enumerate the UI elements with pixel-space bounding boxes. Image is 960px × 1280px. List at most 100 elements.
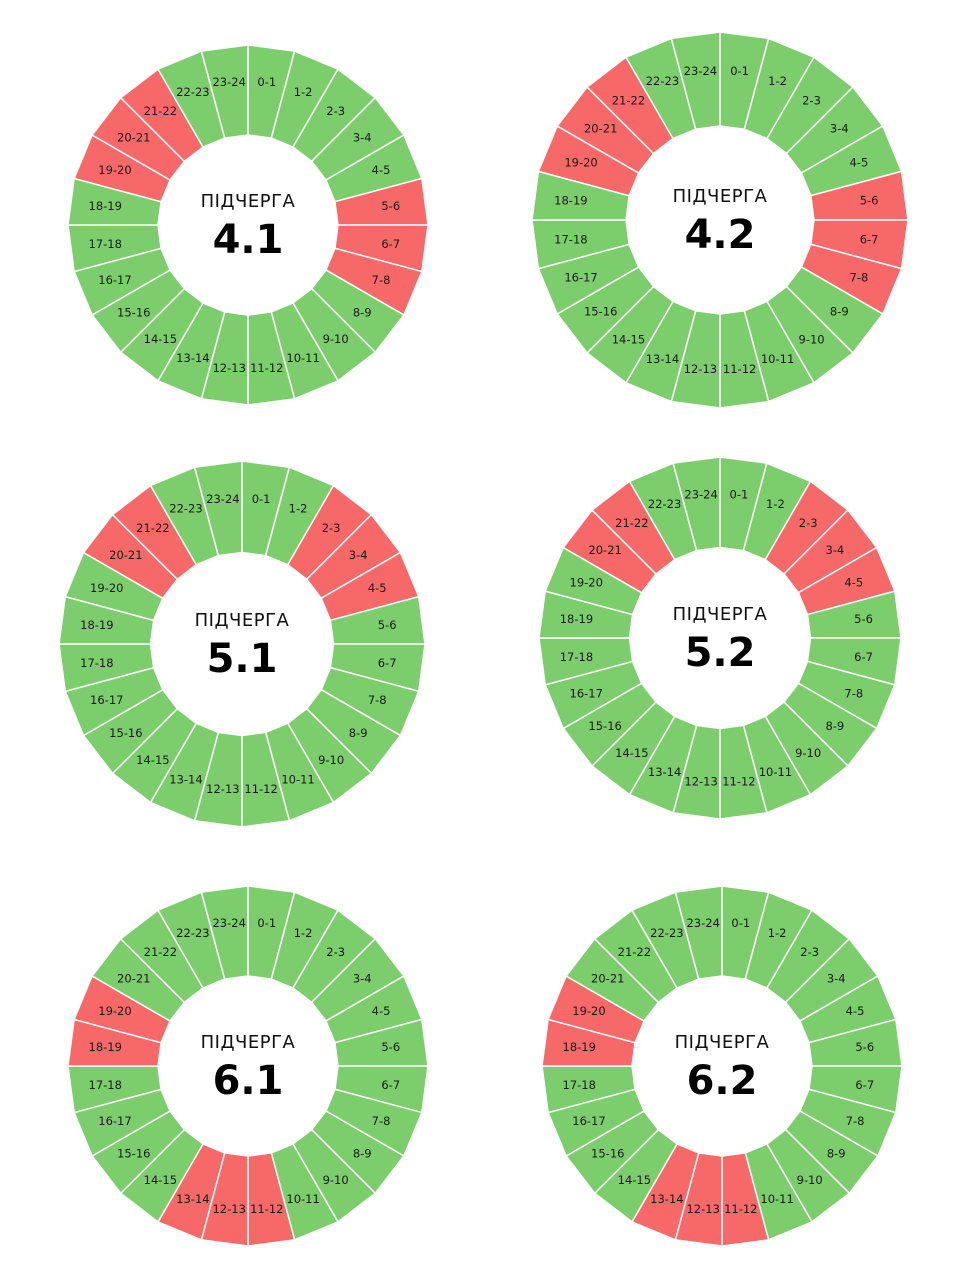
segment-label: 3-4 bbox=[353, 130, 372, 144]
segment-label: 14-15 bbox=[618, 1173, 651, 1187]
segment-label: 23-24 bbox=[686, 916, 719, 930]
segment-label: 16-17 bbox=[564, 271, 597, 285]
segment-label: 2-3 bbox=[326, 104, 345, 118]
segment-label: 5-6 bbox=[855, 1040, 874, 1054]
segment-label: 7-8 bbox=[372, 1114, 391, 1128]
segment-label: 23-24 bbox=[212, 75, 245, 89]
segment-label: 21-22 bbox=[615, 516, 648, 530]
segment-label: 2-3 bbox=[800, 945, 819, 959]
segment-label: 22-23 bbox=[648, 497, 681, 511]
segment-label: 5-6 bbox=[381, 199, 400, 213]
chart-title: ПІДЧЕРГА bbox=[201, 1032, 296, 1053]
chart-title: ПІДЧЕРГА bbox=[675, 1032, 770, 1053]
segment-label: 18-19 bbox=[89, 1040, 122, 1054]
segment-label: 17-18 bbox=[554, 233, 587, 247]
segment-label: 8-9 bbox=[830, 305, 849, 319]
segment-label: 4-5 bbox=[368, 581, 387, 595]
segment-label: 6-7 bbox=[860, 233, 879, 247]
segment-label: 7-8 bbox=[368, 693, 387, 707]
segment-label: 9-10 bbox=[323, 332, 349, 346]
segment-label: 20-21 bbox=[584, 121, 617, 135]
segment-label: 6-7 bbox=[854, 650, 873, 664]
segment-label: 9-10 bbox=[323, 1173, 349, 1187]
segment-label: 5-6 bbox=[378, 618, 397, 632]
segment-label: 19-20 bbox=[98, 163, 131, 177]
segment-label: 4-5 bbox=[844, 576, 863, 590]
segment-23-24-on bbox=[674, 885, 723, 980]
segment-label: 19-20 bbox=[90, 581, 123, 595]
segment-label: 1-2 bbox=[766, 497, 785, 511]
segment-label: 17-18 bbox=[89, 237, 122, 251]
segment-label: 18-19 bbox=[89, 199, 122, 213]
segment-label: 7-8 bbox=[844, 686, 863, 700]
segment-label: 12-13 bbox=[684, 362, 717, 376]
segment-label: 21-22 bbox=[618, 945, 651, 959]
segment-label: 21-22 bbox=[144, 945, 177, 959]
segment-label: 8-9 bbox=[827, 1147, 846, 1161]
chart-title: ПІДЧЕРГА bbox=[195, 610, 290, 631]
segment-label: 4-5 bbox=[850, 155, 869, 169]
segment-label: 18-19 bbox=[560, 612, 593, 626]
donut-chart-4.1: 0-1 1-2 2-3 3-4 4-5 5-6 6-7 7-8 8-9 9-10 10-1111-1… bbox=[67, 44, 429, 406]
donut-chart-6.1: 0-1 1-2 2-3 3-4 4-5 5-6 6-7 7-8 8-9 9-10 10-1111-1… bbox=[67, 885, 429, 1247]
segment-label: 1-2 bbox=[294, 85, 313, 99]
segment-label: 3-4 bbox=[827, 971, 846, 985]
segment-label: 3-4 bbox=[353, 971, 372, 985]
segment-23-24-on bbox=[193, 460, 243, 557]
segment-label: 18-19 bbox=[80, 618, 113, 632]
segment-label: 18-19 bbox=[554, 193, 587, 207]
chart-number: 5.1 bbox=[207, 636, 278, 682]
segment-label: 12-13 bbox=[206, 782, 239, 796]
segment-label: 9-10 bbox=[318, 753, 344, 767]
segment-label: 10-11 bbox=[286, 1192, 319, 1206]
segment-label: 0-1 bbox=[731, 916, 750, 930]
segment-label: 2-3 bbox=[322, 521, 341, 535]
segment-label: 4-5 bbox=[846, 1004, 865, 1018]
segment-label: 15-16 bbox=[584, 305, 617, 319]
segment-label: 15-16 bbox=[588, 719, 621, 733]
segment-label: 17-18 bbox=[560, 650, 593, 664]
segment-label: 12-13 bbox=[684, 775, 717, 789]
segment-label: 15-16 bbox=[591, 1147, 624, 1161]
segment-label: 12-13 bbox=[212, 1202, 245, 1216]
segment-label: 6-7 bbox=[381, 1078, 400, 1092]
segment-label: 3-4 bbox=[825, 543, 844, 557]
segment-label: 1-2 bbox=[768, 926, 787, 940]
segment-label: 2-3 bbox=[802, 94, 821, 108]
segment-label: 2-3 bbox=[326, 945, 345, 959]
chart-title: ПІДЧЕРГА bbox=[673, 186, 768, 207]
segment-label: 10-11 bbox=[281, 772, 314, 786]
segment-label: 22-23 bbox=[650, 926, 683, 940]
segment-label: 19-20 bbox=[98, 1004, 131, 1018]
segment-label: 20-21 bbox=[117, 971, 150, 985]
segment-label: 19-20 bbox=[570, 576, 603, 590]
donut-chart-6.2: 0-1 1-2 2-3 3-4 4-5 5-6 6-7 7-8 8-9 9-10 10-1111-1… bbox=[541, 885, 903, 1247]
segment-label: 17-18 bbox=[89, 1078, 122, 1092]
segment-label: 14-15 bbox=[612, 332, 645, 346]
segment-label: 20-21 bbox=[588, 543, 621, 557]
segment-label: 11-12 bbox=[250, 1202, 283, 1216]
donut-chart-4.2: 0-1 1-2 2-3 3-4 4-5 5-6 6-7 7-8 8-9 9-10 10-11 11-1… bbox=[531, 31, 909, 409]
segment-label: 10-11 bbox=[760, 1192, 793, 1206]
segment-label: 12-13 bbox=[686, 1202, 719, 1216]
segment-label: 23-24 bbox=[684, 64, 717, 78]
chart-number: 6.2 bbox=[687, 1058, 758, 1104]
segment-label: 0-1 bbox=[252, 492, 271, 506]
segment-label: 7-8 bbox=[372, 273, 391, 287]
segment-label: 15-16 bbox=[117, 306, 150, 320]
segment-label: 16-17 bbox=[98, 273, 131, 287]
segment-label: 21-22 bbox=[612, 94, 645, 108]
segment-label: 5-6 bbox=[381, 1040, 400, 1054]
segment-label: 14-15 bbox=[144, 332, 177, 346]
segment-label: 11-12 bbox=[250, 361, 283, 375]
segment-label: 22-23 bbox=[646, 74, 679, 88]
segment-label: 7-8 bbox=[850, 271, 869, 285]
segment-label: 1-2 bbox=[294, 926, 313, 940]
segment-label: 9-10 bbox=[797, 1173, 823, 1187]
segment-label: 16-17 bbox=[572, 1114, 605, 1128]
segment-label: 2-3 bbox=[799, 516, 818, 530]
segment-label: 17-18 bbox=[563, 1078, 596, 1092]
segment-label: 21-22 bbox=[136, 521, 169, 535]
segment-label: 17-18 bbox=[80, 656, 113, 670]
